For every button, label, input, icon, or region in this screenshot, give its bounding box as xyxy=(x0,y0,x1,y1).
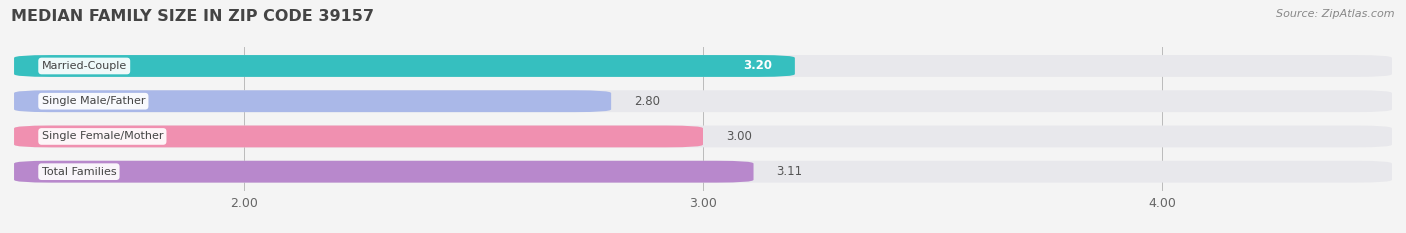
FancyBboxPatch shape xyxy=(14,161,754,183)
Text: 2.80: 2.80 xyxy=(634,95,659,108)
FancyBboxPatch shape xyxy=(14,55,1392,77)
FancyBboxPatch shape xyxy=(14,126,703,147)
Text: Single Female/Mother: Single Female/Mother xyxy=(42,131,163,141)
Text: 3.11: 3.11 xyxy=(776,165,803,178)
Text: 3.20: 3.20 xyxy=(742,59,772,72)
FancyBboxPatch shape xyxy=(14,55,794,77)
Text: Married-Couple: Married-Couple xyxy=(42,61,127,71)
FancyBboxPatch shape xyxy=(14,126,1392,147)
FancyBboxPatch shape xyxy=(14,90,612,112)
Text: MEDIAN FAMILY SIZE IN ZIP CODE 39157: MEDIAN FAMILY SIZE IN ZIP CODE 39157 xyxy=(11,9,374,24)
Text: 3.00: 3.00 xyxy=(725,130,752,143)
FancyBboxPatch shape xyxy=(14,90,1392,112)
Text: Total Families: Total Families xyxy=(42,167,117,177)
Text: Source: ZipAtlas.com: Source: ZipAtlas.com xyxy=(1277,9,1395,19)
FancyBboxPatch shape xyxy=(14,161,1392,183)
Text: Single Male/Father: Single Male/Father xyxy=(42,96,145,106)
